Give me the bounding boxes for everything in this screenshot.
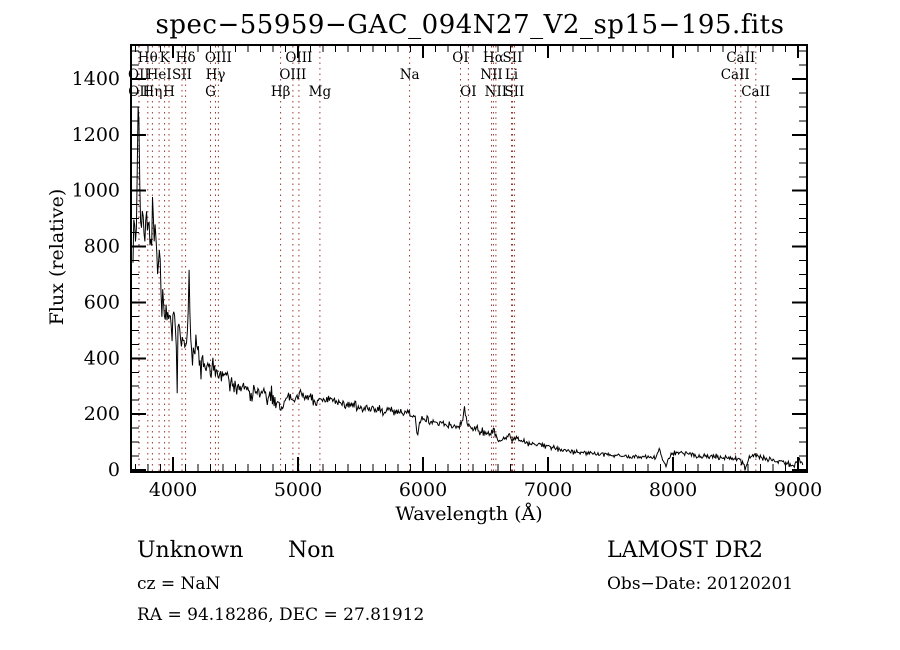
x-tick-label: 5000 <box>274 479 322 501</box>
y-tick-label: 200 <box>84 403 120 425</box>
spectral-line-label: Li <box>505 67 519 83</box>
spectral-line-label: Mg <box>309 84 332 100</box>
survey-release-label: LAMOST DR2 <box>607 538 763 563</box>
redshift-text: cz = NaN <box>137 574 221 594</box>
x-tick-label: 4000 <box>149 479 197 501</box>
obs-date-text: Obs−Date: 20120201 <box>607 574 794 594</box>
spectral-line-label: Hθ <box>138 50 158 66</box>
y-tick-label: 800 <box>84 236 120 258</box>
page-title: spec−55959−GAC_094N27_V2_sp15−195.fits <box>155 10 785 40</box>
spectral-line-label: H <box>163 84 175 100</box>
coordinates-text: RA = 94.18286, DEC = 27.81912 <box>137 605 425 625</box>
spectrum-curve <box>132 106 804 471</box>
y-axis-title: Flux (relative) <box>46 188 68 326</box>
spectral-line-label: NII <box>485 84 507 100</box>
spectral-line-label: OI <box>460 84 476 100</box>
spectral-line-label: Hβ <box>271 84 291 100</box>
y-tick-label: 600 <box>84 291 120 313</box>
x-tick-label: 9000 <box>774 479 822 501</box>
spectral-line-label: Hγ <box>206 67 226 83</box>
spectral-line-label: CaII <box>726 50 755 66</box>
spectral-line-label: Na <box>400 67 420 83</box>
spectral-line-label: Hη <box>142 84 162 100</box>
spectral-line-label: OIII <box>205 50 232 66</box>
spectral-line-label: OII <box>128 67 150 83</box>
spectral-line-label: CaII <box>721 67 750 83</box>
x-axis-title: Wavelength (Å) <box>395 503 543 525</box>
x-tick-label: 7000 <box>524 479 572 501</box>
spectral-line-label: K <box>160 50 171 66</box>
classification-label: Unknown <box>137 538 244 563</box>
spectral-line-label: SII <box>503 50 523 66</box>
y-tick-label: 400 <box>84 347 120 369</box>
x-tick-label: 8000 <box>649 479 697 501</box>
spectral-line-label: OIII <box>285 50 312 66</box>
y-tick-label: 0 <box>108 459 120 481</box>
spectral-line-label: HeI <box>147 67 172 83</box>
subclass-label: Non <box>288 538 335 563</box>
y-tick-label: 1000 <box>72 180 120 202</box>
spectral-line-label: OII <box>128 84 150 100</box>
spectral-line-label: CaII <box>741 84 770 100</box>
spectral-line-label: SII <box>504 84 524 100</box>
y-tick-label: 1400 <box>72 68 120 90</box>
spectral-line-label: Hδ <box>176 50 196 66</box>
spectral-line-label: Hα <box>483 50 504 66</box>
y-tick-label: 1200 <box>72 124 120 146</box>
spectral-line-label: NII <box>480 67 502 83</box>
spectral-line-label: OI <box>452 50 468 66</box>
x-tick-label: 6000 <box>399 479 447 501</box>
spectral-line-label: G <box>205 84 216 100</box>
spectral-line-label: SII <box>172 67 192 83</box>
plot-frame <box>130 44 808 473</box>
spectral-line-label: OIII <box>279 67 306 83</box>
